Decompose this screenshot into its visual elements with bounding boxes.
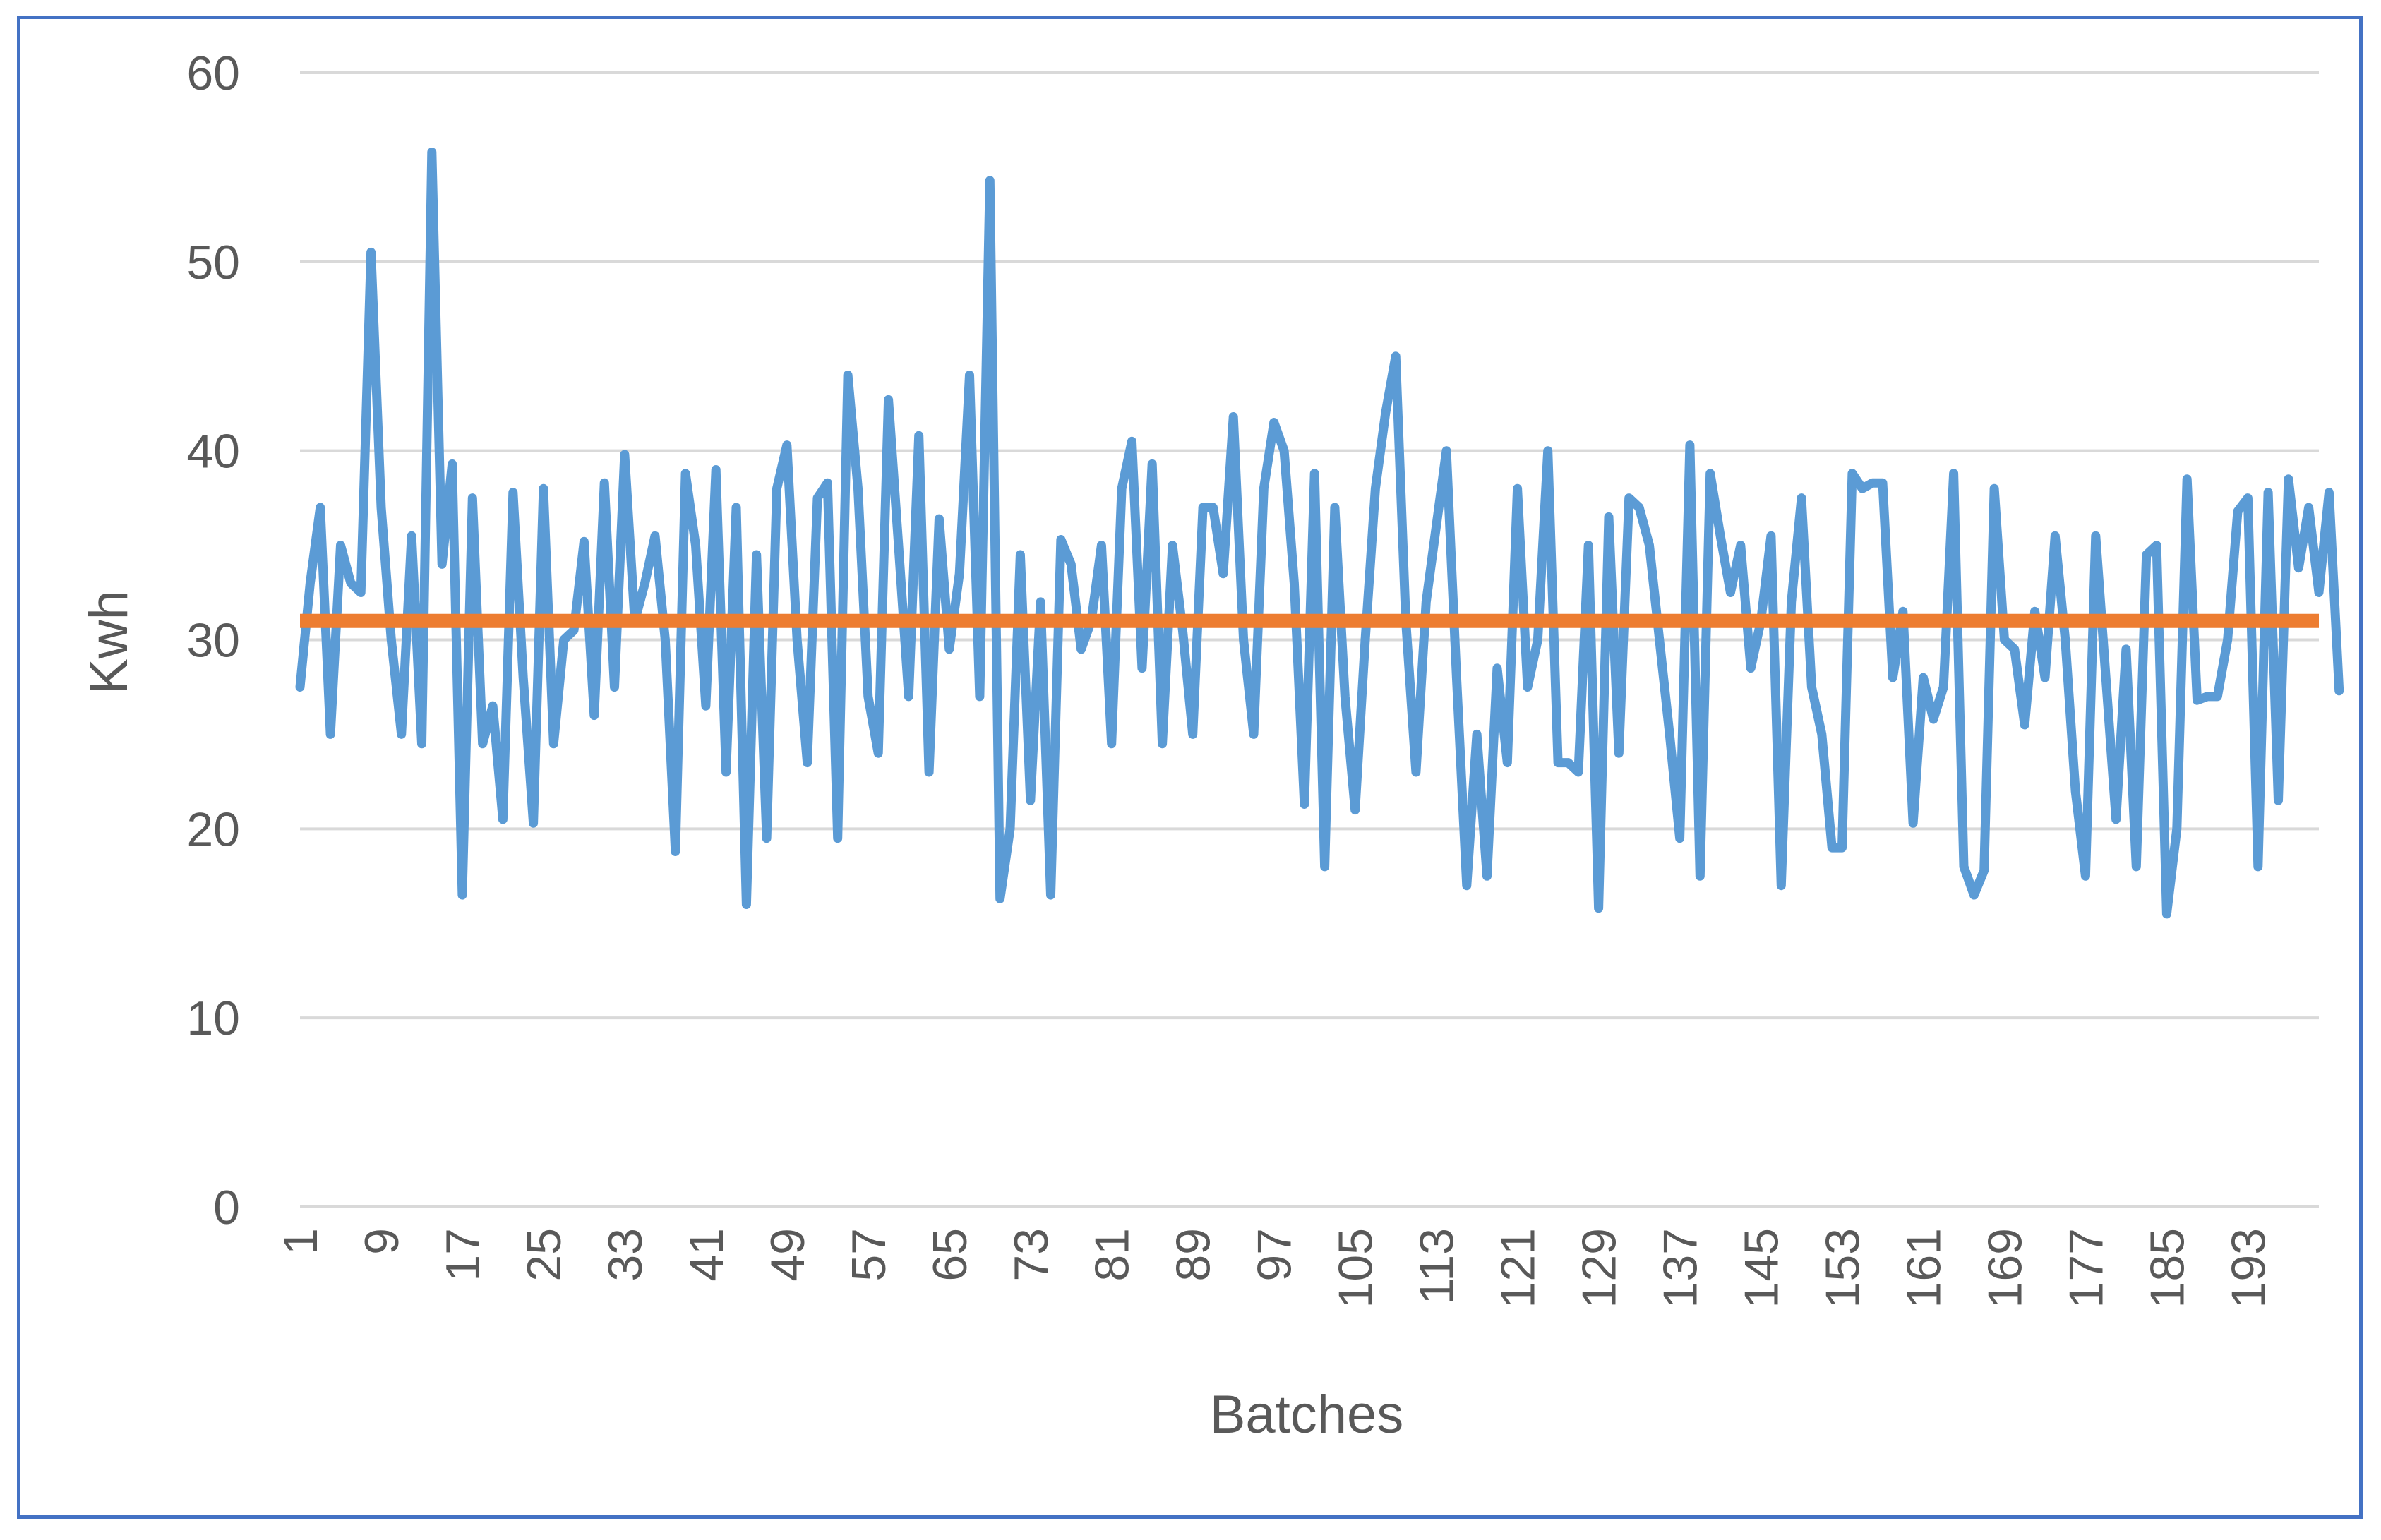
x-tick-label: 9 bbox=[355, 1228, 409, 1255]
x-tick-label: 105 bbox=[1329, 1228, 1383, 1308]
x-tick-label: 81 bbox=[1086, 1228, 1139, 1282]
x-tick-label: 161 bbox=[1897, 1228, 1950, 1308]
series-line-kwh bbox=[295, 148, 2344, 919]
chart-frame bbox=[17, 16, 2363, 1519]
x-tick-label: 65 bbox=[923, 1228, 977, 1282]
x-tick-label: 33 bbox=[599, 1228, 652, 1282]
x-tick-label: 25 bbox=[517, 1228, 571, 1282]
y-tick-label: 30 bbox=[186, 614, 240, 668]
x-tick-label: 41 bbox=[680, 1228, 733, 1282]
x-tick-label: 73 bbox=[1004, 1228, 1058, 1282]
x-tick-label: 1 bbox=[274, 1228, 328, 1255]
y-tick-label: 10 bbox=[186, 992, 240, 1045]
x-tick-label: 57 bbox=[842, 1228, 896, 1282]
x-tick-label: 97 bbox=[1248, 1228, 1302, 1282]
x-tick-label: 17 bbox=[436, 1228, 490, 1282]
series-layer bbox=[295, 148, 2344, 919]
y-tick-label: 60 bbox=[186, 47, 240, 100]
x-tick-label: 113 bbox=[1410, 1228, 1464, 1304]
x-axis-ticks: 1 9 17 25 33 41 49 57 65 73 81 89 97 105 113 121 129 137 1… bbox=[274, 1228, 2275, 1308]
gridlines bbox=[300, 71, 2319, 1208]
y-tick-label: 0 bbox=[213, 1181, 240, 1234]
x-tick-label: 89 bbox=[1167, 1228, 1221, 1282]
x-tick-label: 193 bbox=[2221, 1228, 2275, 1308]
y-axis-ticks: 0 10 20 30 40 50 60 bbox=[186, 47, 240, 1234]
y-tick-label: 50 bbox=[186, 236, 240, 289]
x-tick-label: 145 bbox=[1735, 1228, 1789, 1308]
x-tick-label: 137 bbox=[1654, 1228, 1708, 1308]
x-tick-label: 153 bbox=[1816, 1228, 1870, 1308]
y-axis-title: Kwh bbox=[79, 590, 139, 694]
y-tick-label: 20 bbox=[186, 802, 240, 856]
x-axis-title: Batches bbox=[1210, 1385, 1404, 1445]
x-tick-label: 49 bbox=[761, 1228, 815, 1282]
y-tick-label: 40 bbox=[186, 425, 240, 479]
x-tick-label: 177 bbox=[2059, 1228, 2113, 1308]
x-tick-label: 169 bbox=[1978, 1228, 2032, 1308]
x-tick-label: 129 bbox=[1573, 1228, 1626, 1308]
x-tick-label: 121 bbox=[1492, 1228, 1545, 1308]
x-tick-label: 185 bbox=[2140, 1228, 2194, 1308]
